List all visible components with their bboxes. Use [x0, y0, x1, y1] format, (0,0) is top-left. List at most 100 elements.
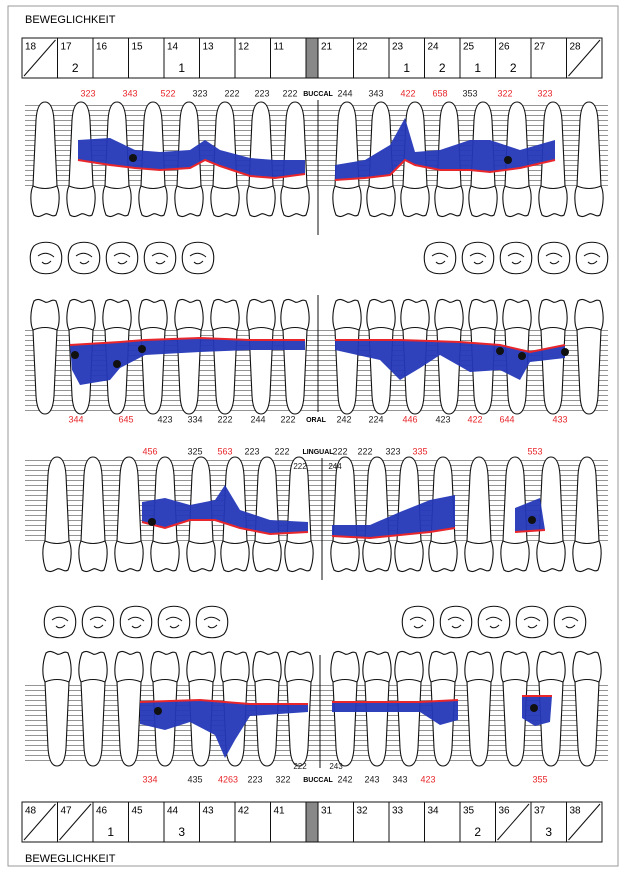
probing-depth: 423 [420, 774, 435, 784]
probing-depth: 223 [254, 88, 269, 98]
probing-depth: 222 [293, 762, 307, 771]
tooth-number: 35 [463, 806, 475, 817]
mobility-value: 2 [439, 61, 446, 75]
mobility-value: 2 [474, 825, 481, 839]
probing-depth: 242 [337, 774, 352, 784]
probing-depth: 243 [329, 762, 343, 771]
section-label: LINGUAL [302, 449, 334, 456]
tooth-number: 33 [392, 806, 404, 817]
probing-depth: 222 [224, 88, 239, 98]
probing-depth: 334 [142, 774, 157, 784]
tooth-number: 41 [274, 806, 286, 817]
section-label: BUCCAL [303, 91, 333, 98]
probing-depth: 223 [247, 774, 262, 784]
tooth-number: 24 [428, 42, 440, 53]
tooth-number: 34 [428, 806, 440, 817]
tooth-number: 22 [357, 42, 369, 53]
probing-depth: 323 [192, 88, 207, 98]
tooth-number: 31 [321, 806, 333, 817]
probing-depth: 343 [368, 88, 383, 98]
mobility-value: 1 [474, 61, 481, 75]
midline-hatch [306, 802, 318, 842]
probing-depth: 322 [275, 774, 290, 784]
lower-lingual-panel [25, 457, 608, 580]
probing-depth: 335 [412, 446, 427, 456]
probing-depth: 222 [282, 88, 297, 98]
probing-depth: 222 [357, 446, 372, 456]
probing-depth: 222 [217, 414, 232, 424]
probing-depth: 422 [467, 414, 482, 424]
upper-occlusal [30, 242, 608, 274]
probing-depth: 522 [160, 88, 175, 98]
tooth-number: 46 [96, 806, 108, 817]
probing-depth: 343 [122, 88, 137, 98]
probing-depth: 456 [142, 446, 157, 456]
lower-buccal-panel [25, 651, 608, 768]
upper-oral-panel [25, 295, 608, 414]
probing-depth: 344 [68, 414, 83, 424]
tooth-number: 11 [274, 42, 285, 53]
probing-depth: 323 [80, 88, 95, 98]
probing-depth: 355 [532, 774, 547, 784]
probing-depth: 222 [280, 414, 295, 424]
midline-hatch [306, 38, 318, 78]
tooth-number: 37 [534, 806, 546, 817]
probing-depth: 334 [187, 414, 202, 424]
probing-depth: 4263 [218, 774, 238, 784]
probing-depth: 446 [402, 414, 417, 424]
mobility-value: 3 [545, 825, 552, 839]
tooth-number: 42 [238, 806, 250, 817]
probing-depth: 422 [400, 88, 415, 98]
probing-depth: 645 [118, 414, 133, 424]
tooth-number: 14 [167, 42, 179, 53]
probing-depth: 423 [435, 414, 450, 424]
probing-depth: 553 [527, 446, 542, 456]
probing-depth: 423 [157, 414, 172, 424]
probing-depth: 244 [337, 88, 352, 98]
tooth-number: 48 [25, 806, 37, 817]
footer-title: BEWEGLICHKEIT [25, 853, 116, 865]
section-label: ORAL [306, 417, 327, 424]
tooth-number: 43 [203, 806, 215, 817]
probing-depth: 644 [499, 414, 514, 424]
tooth-number: 26 [499, 42, 511, 53]
tooth-number: 23 [392, 42, 404, 53]
tooth-number: 44 [167, 806, 179, 817]
mobility-value: 2 [72, 61, 79, 75]
mobility-value: 2 [510, 61, 517, 75]
mobility-value: 1 [107, 825, 114, 839]
probing-depth: 222 [332, 446, 347, 456]
header-title: BEWEGLICHKEIT [25, 14, 116, 26]
tooth-number: 13 [203, 42, 215, 53]
probing-depth: 323 [537, 88, 552, 98]
probing-depth: 563 [217, 446, 232, 456]
probing-depth: 244 [250, 414, 265, 424]
probing-depth: 658 [432, 88, 447, 98]
tooth-number: 16 [96, 42, 108, 53]
probing-depth: 222 [274, 446, 289, 456]
mobility-value: 1 [403, 61, 410, 75]
probing-depth: 433 [552, 414, 567, 424]
tooth-number: 45 [132, 806, 144, 817]
tooth-number: 17 [61, 42, 73, 53]
probing-depth: 325 [187, 446, 202, 456]
tooth-number: 12 [238, 42, 250, 53]
tooth-number: 21 [321, 42, 333, 53]
mobility-value: 1 [178, 61, 185, 75]
tooth-number: 32 [357, 806, 369, 817]
tooth-number: 47 [61, 806, 73, 817]
upper-buccal-panel [25, 100, 608, 235]
tooth-number: 36 [499, 806, 511, 817]
probing-depth: 222 [293, 462, 307, 471]
mobility-value: 3 [178, 825, 185, 839]
perio-chart: BEWEGLICHKEIT BEWEGLICHKEIT [0, 0, 626, 872]
probing-depth: 353 [462, 88, 477, 98]
probing-depth: 244 [328, 462, 342, 471]
probing-depth: 243 [364, 774, 379, 784]
probing-depth: 435 [187, 774, 202, 784]
section-label: BUCCAL [303, 777, 333, 784]
tooth-number: 28 [570, 42, 582, 53]
tooth-number: 38 [570, 806, 582, 817]
tooth-number: 18 [25, 42, 37, 53]
tooth-number: 15 [132, 42, 144, 53]
